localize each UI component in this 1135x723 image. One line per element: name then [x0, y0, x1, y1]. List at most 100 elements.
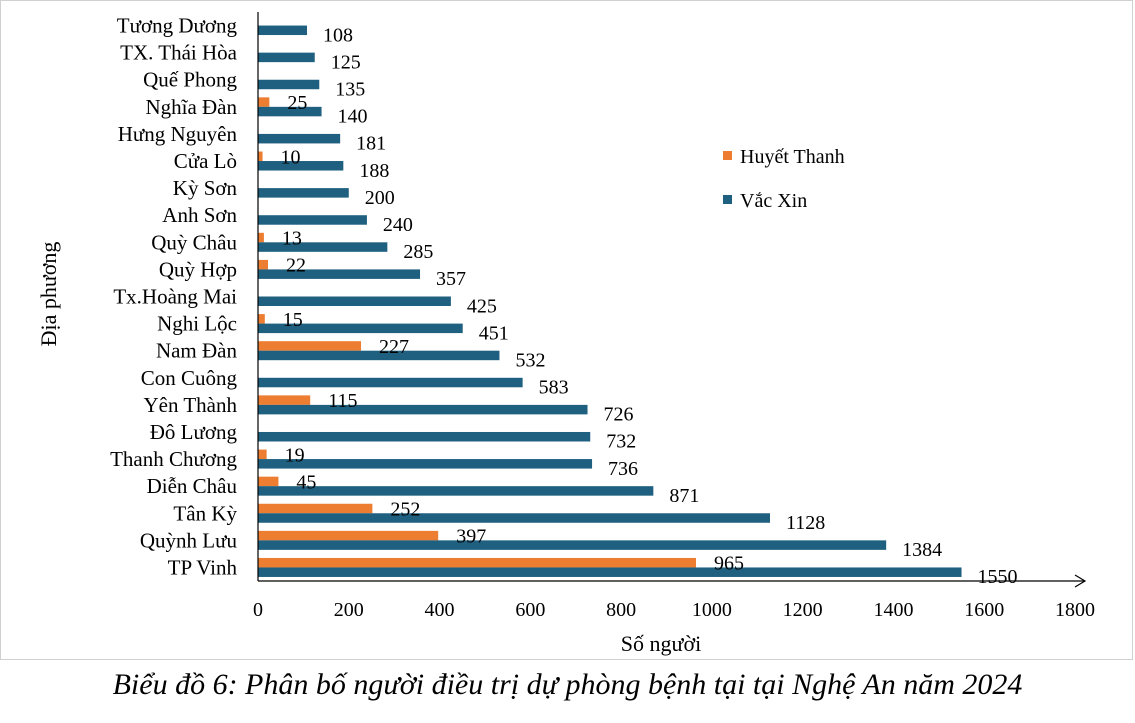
bar-vac-xin	[258, 242, 388, 252]
category-label: Con Cuông	[141, 366, 238, 390]
x-tick-label: 0	[253, 599, 263, 621]
data-label-vac-xin: 1550	[978, 566, 1018, 588]
bar-vac-xin	[258, 404, 588, 415]
y-axis-title: Địa phương	[36, 242, 61, 347]
bar-huyet-thanh	[258, 314, 265, 324]
bar-huyet-thanh	[258, 503, 373, 514]
bar-vac-xin	[258, 513, 770, 523]
category-label: Nam Đàn	[156, 339, 238, 363]
data-label-huyet-thanh: 13	[282, 228, 302, 250]
bar-huyet-thanh	[258, 151, 263, 162]
bar-chart: TP Vinh 965 1550 Quỳnh Lưu 397 1384 Tân Kỳ 252 1…	[36, 12, 1095, 656]
bar-vac-xin	[258, 540, 887, 550]
data-label-vac-xin: 425	[467, 295, 497, 317]
legend-label: Vắc Xin	[740, 190, 807, 212]
legend-swatch	[723, 195, 732, 204]
category-label: Đô Lương	[150, 420, 238, 444]
category-label: TP Vinh	[168, 555, 238, 579]
category-label: Nghi Lộc	[157, 312, 237, 336]
bar-vac-xin	[258, 459, 593, 469]
x-tick-label: 600	[515, 599, 545, 621]
bar-huyet-thanh	[258, 232, 264, 243]
data-label-huyet-thanh: 227	[379, 336, 409, 358]
data-label-huyet-thanh: 15	[283, 309, 303, 331]
data-label-huyet-thanh: 19	[285, 444, 305, 466]
category-label: Tân Kỳ	[173, 501, 237, 525]
bar-vac-xin	[258, 161, 344, 171]
data-label-vac-xin: 200	[365, 187, 395, 209]
category-label: Kỳ Sơn	[173, 176, 238, 200]
data-label-vac-xin: 108	[323, 24, 353, 46]
data-label-vac-xin: 583	[539, 377, 569, 399]
bar-huyet-thanh	[258, 259, 268, 270]
data-label-huyet-thanh: 22	[286, 255, 306, 277]
category-label: Quế Phong	[143, 68, 237, 92]
bar-huyet-thanh	[258, 97, 270, 107]
bar-vac-xin	[258, 269, 421, 279]
data-label-vac-xin: 726	[604, 404, 634, 426]
category-label: Quỳ Châu	[151, 230, 237, 254]
legend-label: Huyết Thanh	[740, 146, 845, 168]
data-label-vac-xin: 125	[331, 51, 361, 73]
data-label-vac-xin: 732	[606, 431, 636, 453]
data-label-vac-xin: 285	[403, 241, 433, 263]
x-tick-label: 1800	[1055, 599, 1095, 621]
category-label: Hưng Nguyên	[118, 122, 238, 146]
bar-vac-xin	[258, 486, 654, 496]
x-tick-label: 1200	[783, 599, 823, 621]
bar-vac-xin	[258, 431, 591, 442]
data-label-huyet-thanh: 115	[328, 390, 357, 412]
bar-huyet-thanh	[258, 476, 279, 487]
legend: Huyết Thanh Vắc Xin	[723, 146, 845, 212]
data-label-huyet-thanh: 25	[287, 92, 307, 114]
data-label-vac-xin: 1128	[786, 512, 825, 534]
bar-vac-xin	[258, 79, 320, 90]
category-label: Nghĩa Đàn	[145, 95, 237, 119]
data-label-vac-xin: 451	[479, 322, 509, 344]
x-tick-label: 1400	[873, 599, 913, 621]
axes-layer	[257, 12, 1087, 588]
bar-vac-xin	[258, 350, 500, 361]
figure-caption: Biểu đồ 6: Phân bố người điều trị dự phò…	[112, 668, 1023, 701]
x-axis-title: Số người	[621, 631, 701, 656]
data-label-huyet-thanh: 10	[281, 146, 301, 168]
bar-huyet-thanh	[258, 341, 362, 351]
category-label: Yên Thành	[143, 393, 237, 417]
data-label-huyet-thanh: 45	[296, 471, 316, 493]
bar-vac-xin	[258, 25, 308, 36]
x-tick-label: 200	[334, 599, 364, 621]
bar-huyet-thanh	[258, 449, 267, 460]
chart-frame: TP Vinh 965 1550 Quỳnh Lưu 397 1384 Tân Kỳ 252 1…	[0, 0, 1133, 660]
category-label: Thanh Chương	[110, 447, 237, 471]
bar-vac-xin	[258, 188, 349, 198]
category-label: Diễn Châu	[147, 474, 238, 498]
data-label-huyet-thanh: 397	[456, 526, 486, 548]
data-label-huyet-thanh: 252	[390, 499, 420, 521]
bars-layer	[258, 25, 962, 577]
data-label-vac-xin: 871	[669, 485, 699, 507]
data-label-vac-xin: 357	[436, 268, 466, 290]
legend-swatch	[723, 151, 732, 160]
bar-vac-xin	[258, 133, 341, 144]
category-label: Tương Dương	[117, 14, 238, 38]
data-label-vac-xin: 736	[608, 458, 638, 480]
bar-vac-xin	[258, 323, 463, 334]
data-label-vac-xin: 188	[359, 160, 389, 182]
category-label: Quỳ Hợp	[159, 257, 237, 281]
x-tick-label: 400	[425, 599, 455, 621]
category-label: Anh Sơn	[162, 203, 237, 227]
category-label: TX. Thái Hòa	[120, 41, 238, 65]
data-label-vac-xin: 1384	[902, 539, 942, 561]
x-tick-label: 1600	[964, 599, 1004, 621]
data-label-vac-xin: 240	[383, 214, 413, 236]
bar-vac-xin	[258, 377, 523, 388]
labels-layer: TP Vinh 965 1550 Quỳnh Lưu 397 1384 Tân Kỳ 252 1…	[110, 14, 1095, 621]
category-label: Quỳnh Lưu	[140, 528, 238, 552]
x-tick-label: 800	[606, 599, 636, 621]
bar-vac-xin	[258, 215, 367, 225]
data-label-huyet-thanh: 965	[714, 553, 744, 575]
data-label-vac-xin: 140	[338, 106, 368, 128]
bar-vac-xin	[258, 106, 322, 117]
bar-vac-xin	[258, 52, 315, 63]
data-label-vac-xin: 532	[515, 349, 545, 371]
